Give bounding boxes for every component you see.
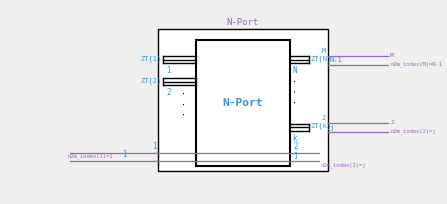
Bar	[158, 29, 328, 171]
Text: k: k	[293, 134, 297, 143]
Text: j: j	[293, 150, 298, 159]
Text: 2: 2	[322, 115, 326, 121]
Text: N-Port: N-Port	[227, 18, 259, 27]
Text: 2: 2	[390, 120, 394, 125]
Text: N-Port: N-Port	[223, 98, 263, 108]
Text: 2: 2	[166, 88, 171, 98]
Text: n2m_index(1)=1: n2m_index(1)=1	[68, 153, 114, 159]
Text: ·
·
·: · · ·	[181, 91, 186, 121]
Text: ZT{2}: ZT{2}	[140, 77, 161, 84]
Text: ZT{k}: ZT{k}	[311, 122, 332, 129]
Text: ZT{1}: ZT{1}	[140, 55, 161, 62]
Text: 1: 1	[122, 150, 127, 159]
Text: ·
·
·: · · ·	[292, 79, 297, 109]
Text: M: M	[322, 48, 326, 54]
Text: N-1: N-1	[329, 57, 342, 63]
Text: ZT{N}: ZT{N}	[311, 55, 332, 62]
Text: M: M	[390, 53, 394, 58]
Text: 1: 1	[166, 67, 171, 75]
Text: 1: 1	[152, 142, 156, 151]
Text: n2m_index(M)=N-1: n2m_index(M)=N-1	[390, 61, 442, 67]
Text: 2: 2	[293, 142, 298, 151]
Text: n2m_index(2)=j: n2m_index(2)=j	[390, 129, 436, 134]
Text: n2m_index(2)=j: n2m_index(2)=j	[321, 162, 367, 167]
Bar	[196, 40, 290, 166]
Text: j: j	[329, 125, 334, 131]
Text: N: N	[293, 67, 297, 75]
